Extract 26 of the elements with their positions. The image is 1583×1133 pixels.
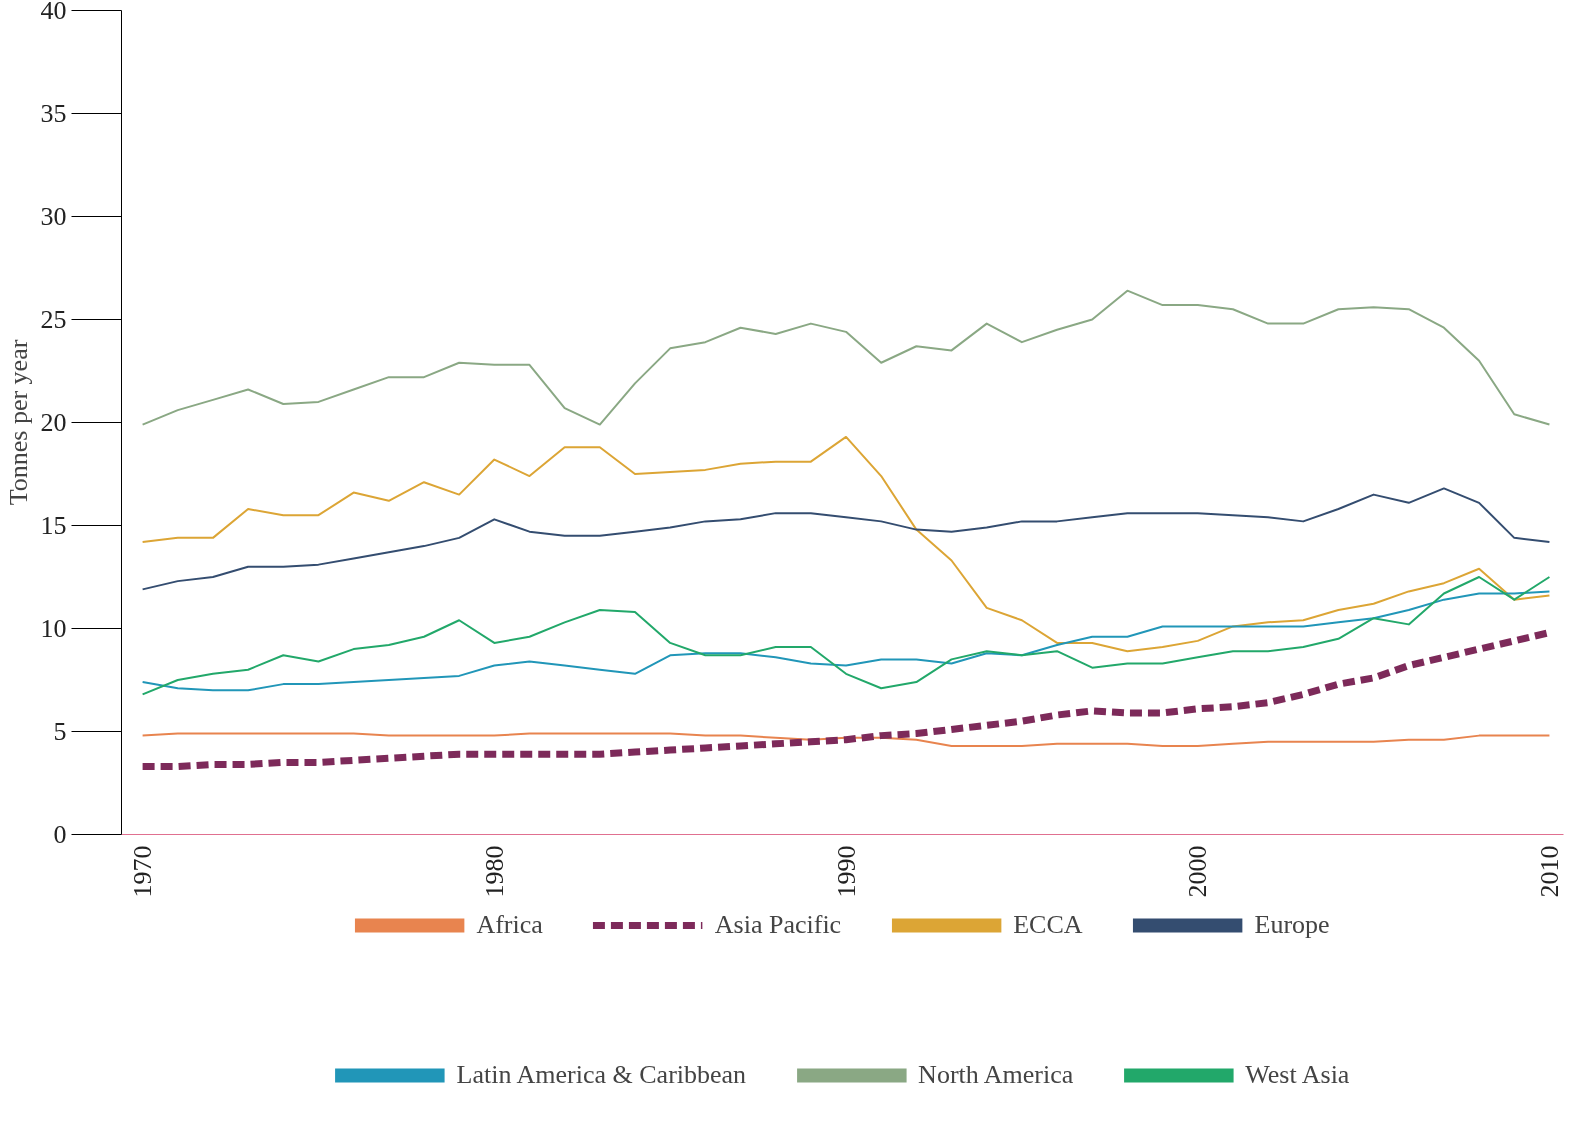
x-tick-label: 2010 bbox=[1534, 845, 1564, 898]
y-tick-label: 0 bbox=[53, 820, 67, 849]
legend-label: ECCA bbox=[1013, 910, 1083, 940]
x-tick-label: 1980 bbox=[479, 845, 509, 898]
legend-label: North America bbox=[918, 1060, 1074, 1090]
y-tick-label: 30 bbox=[40, 202, 67, 231]
y-tick-label: 5 bbox=[53, 717, 67, 746]
legend-label: Latin America & Caribbean bbox=[456, 1060, 747, 1090]
legend-label: Asia Pacific bbox=[714, 910, 842, 940]
y-axis-title: Tonnes per year bbox=[3, 339, 33, 506]
line-series bbox=[141, 487, 1551, 591]
x-tick-label: 1970 bbox=[128, 845, 158, 898]
line-series bbox=[141, 435, 1551, 653]
legend-label: Africa bbox=[476, 910, 543, 940]
y-tick-label: 40 bbox=[40, 0, 67, 25]
y-tick-label: 10 bbox=[40, 614, 67, 643]
legend-label: Europe bbox=[1254, 910, 1330, 940]
x-tick-label: 2000 bbox=[1183, 845, 1213, 898]
x-tick-label: 1990 bbox=[831, 845, 861, 898]
line-series bbox=[141, 289, 1551, 426]
line-series bbox=[141, 732, 1551, 747]
legend-label: West Asia bbox=[1245, 1060, 1350, 1090]
y-tick-label: 35 bbox=[40, 99, 67, 128]
y-tick-label: 25 bbox=[40, 305, 67, 334]
y-tick-label: 15 bbox=[40, 511, 67, 540]
y-tick-label: 20 bbox=[40, 408, 67, 437]
